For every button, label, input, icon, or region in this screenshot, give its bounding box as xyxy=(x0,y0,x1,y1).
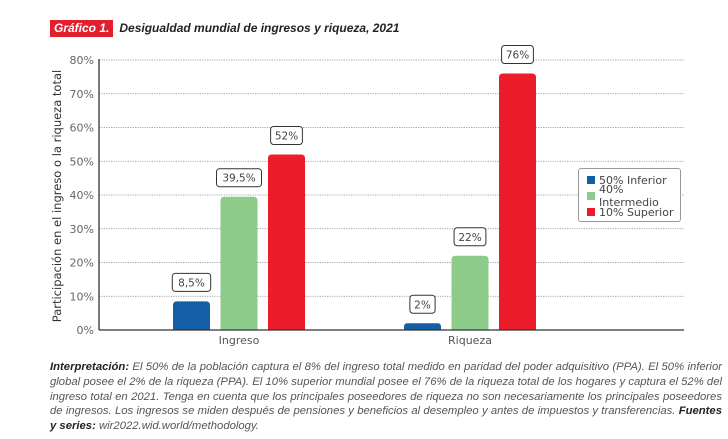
data-label-box xyxy=(501,45,534,64)
data-label-box xyxy=(453,227,487,247)
data-label: 2% xyxy=(414,299,431,311)
bar-ingreso-2 xyxy=(268,154,305,330)
sources-link: wir2022.wid.world/methodology. xyxy=(95,420,259,433)
y-tick-label: 10% xyxy=(70,290,94,303)
y-tick-label: 0% xyxy=(77,324,94,337)
bar-riqueza-0 xyxy=(404,323,441,330)
x-category-label: Riqueza xyxy=(448,334,492,347)
legend-item: 10% Superior xyxy=(587,204,680,220)
bars: 8,5% 39,5% 52% 2% 22% 76% xyxy=(171,45,536,330)
legend-swatch xyxy=(587,176,595,184)
y-tick-label: 80% xyxy=(70,54,94,67)
data-label: 52% xyxy=(275,131,298,143)
legend-label: 40% Intermedio xyxy=(599,183,659,209)
bar-riqueza-2 xyxy=(499,73,536,330)
legend-label: 50% Inferior xyxy=(599,173,667,187)
data-label: 39,5% xyxy=(222,173,255,185)
bar-chart: 0% 10% 20% 30% 40% 50% 60% 70% 80% Participación… xyxy=(50,45,684,347)
chart-header: Gráfico 1. Desigualdad mundial de ingres… xyxy=(50,19,399,37)
y-tick-label: 70% xyxy=(70,88,94,101)
y-axis-label: Participación en el ingreso o la riqueza… xyxy=(50,70,64,322)
legend-item: 50% Inferior xyxy=(587,172,680,188)
legend-label: 10% Superior xyxy=(599,205,674,219)
note-body: El 50% de la población captura el 8% del… xyxy=(50,361,722,418)
y-tick-label: 30% xyxy=(70,223,94,236)
data-label: 8,5% xyxy=(178,277,205,289)
y-axis-ticks: 0% 10% 20% 30% 40% 50% 60% 70% 80% xyxy=(70,54,94,337)
legend-swatch xyxy=(587,192,595,200)
x-axis-categories: Ingreso Riqueza xyxy=(219,334,492,347)
data-label: 22% xyxy=(458,232,481,244)
data-label-box xyxy=(270,126,303,145)
figure-badge: Gráfico 1. xyxy=(50,19,114,37)
y-tick-label: 50% xyxy=(70,155,94,168)
bar-riqueza-1 xyxy=(451,255,489,330)
bar-ingreso-1 xyxy=(220,196,258,330)
data-label: 76% xyxy=(506,50,529,62)
sources-label: Fuentes y series: xyxy=(50,405,722,433)
note-lead: Interpretación: xyxy=(50,361,130,373)
data-label-box xyxy=(216,168,262,188)
data-label-box xyxy=(171,272,212,292)
legend-swatch xyxy=(587,208,595,216)
bar-ingreso-0 xyxy=(173,301,210,330)
y-tick-label: 60% xyxy=(70,122,94,135)
chart-title: Desigualdad mundial de ingresos y riquez… xyxy=(119,21,400,35)
y-tick-label: 40% xyxy=(70,189,94,202)
legend-item: 40% Intermedio xyxy=(587,183,680,209)
x-category-label: Ingreso xyxy=(219,334,260,347)
data-label-box xyxy=(409,294,436,314)
y-tick-label: 20% xyxy=(70,257,94,270)
interpretation-note: Interpretación: El 50% de la población c… xyxy=(50,360,722,434)
chart-legend: 50% Inferior 40% Intermedio 10% Superior xyxy=(578,168,681,222)
